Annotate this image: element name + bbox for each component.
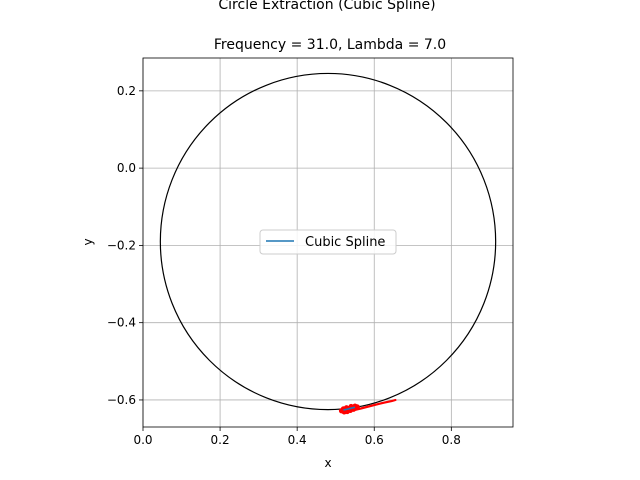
plot-frame xyxy=(142,57,514,428)
x-tick-label: 0.6 xyxy=(365,433,384,447)
x-tick-label: 0.8 xyxy=(442,433,461,447)
y-tick-label: −0.4 xyxy=(107,316,136,330)
legend: Cubic Spline xyxy=(259,229,397,255)
series-line-cubic-spline xyxy=(343,406,356,411)
chart-title: Circle Extraction (Cubic Spline) xyxy=(218,0,435,13)
y-tick-label: 0.0 xyxy=(117,161,136,175)
y-tick-label: 0.2 xyxy=(117,84,136,98)
x-tick-label: 0.4 xyxy=(288,433,307,447)
x-tick-label: 0.0 xyxy=(133,433,152,447)
y-tick-label: −0.2 xyxy=(107,238,136,252)
y-tick-label: −0.6 xyxy=(107,393,136,407)
x-axis-label: x xyxy=(324,456,331,470)
y-axis: −0.6 −0.4 −0.2 0.0 0.2 xyxy=(107,84,143,407)
plot-content xyxy=(159,72,497,415)
fitted-circle xyxy=(159,72,497,411)
y-axis-label: y xyxy=(81,238,95,245)
legend-box xyxy=(259,229,397,255)
extracted-point xyxy=(340,407,346,413)
x-axis: 0.0 0.2 0.4 0.6 0.8 xyxy=(133,427,461,447)
grid xyxy=(142,58,513,427)
chart-subtitle: Frequency = 31.0, Lambda = 7.0 xyxy=(214,37,446,53)
x-tick-label: 0.2 xyxy=(211,433,230,447)
legend-label-cubic-spline: Cubic Spline xyxy=(305,235,385,250)
